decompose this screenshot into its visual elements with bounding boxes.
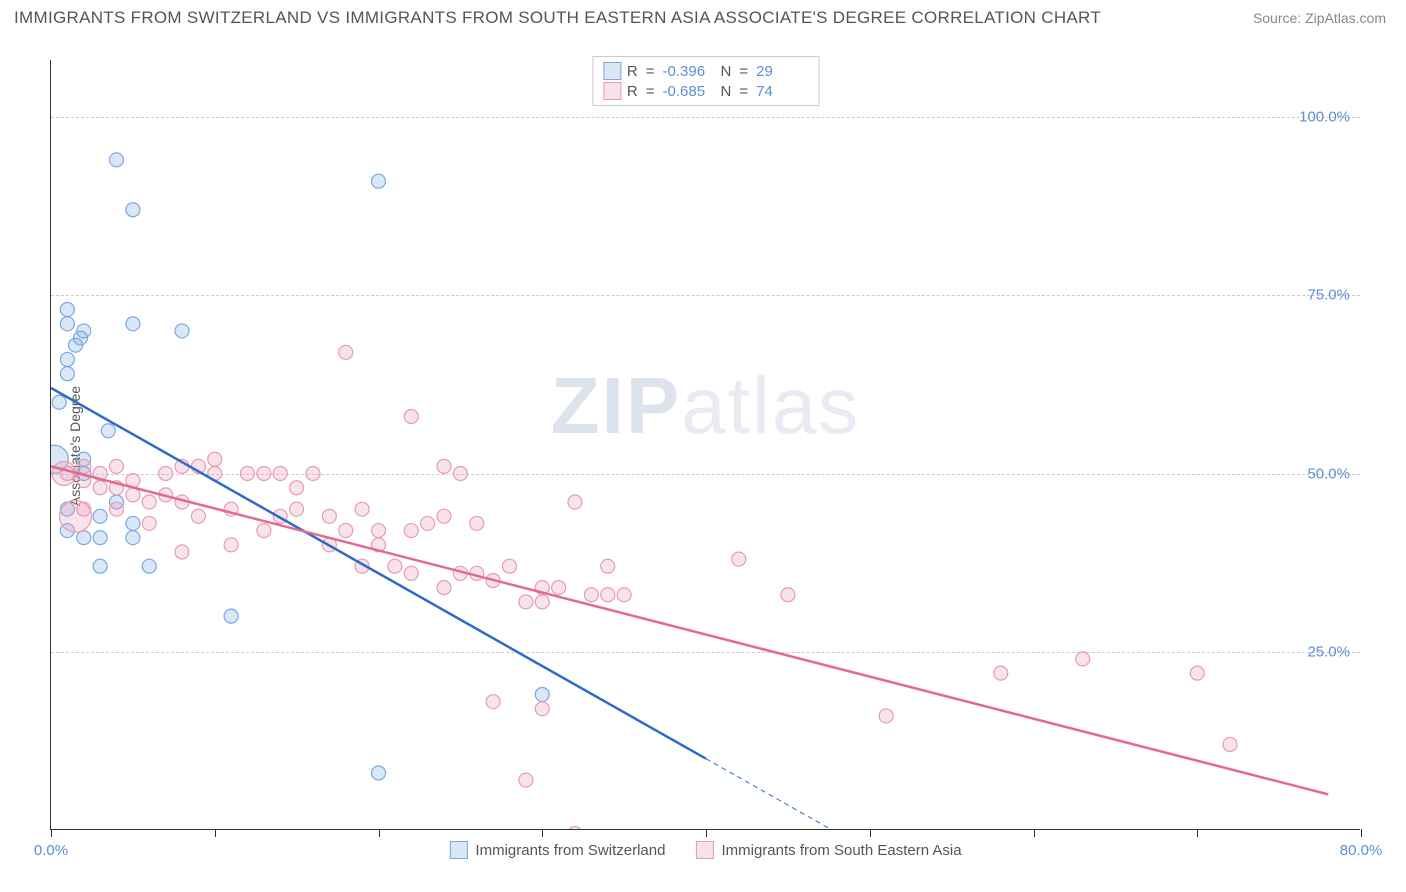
legend-correlation: R = -0.396 N = 29 R = -0.685 N = 74 xyxy=(592,56,819,106)
scatter-svg xyxy=(51,60,1360,829)
legend-eq: = xyxy=(646,63,655,80)
legend-eq: = xyxy=(739,63,748,80)
legend-n-val-0: 29 xyxy=(756,63,808,80)
legend-swatch-b1 xyxy=(695,841,713,859)
legend-eq: = xyxy=(646,83,655,100)
legend-swatch-1 xyxy=(603,82,621,100)
legend-r-label: R xyxy=(627,83,638,100)
legend-label-1: Immigrants from South Eastern Asia xyxy=(721,842,961,859)
chart-title: IMMIGRANTS FROM SWITZERLAND VS IMMIGRANT… xyxy=(14,8,1101,28)
legend-swatch-b0 xyxy=(449,841,467,859)
legend-r-label: R xyxy=(627,63,638,80)
chart-source: Source: ZipAtlas.com xyxy=(1253,10,1386,26)
chart-plot-area: ZIPatlas 25.0%50.0%75.0%100.0% 0.0%80.0%… xyxy=(50,60,1360,830)
legend-eq: = xyxy=(739,83,748,100)
legend-n-val-1: 74 xyxy=(756,83,808,100)
legend-row-1: R = -0.685 N = 74 xyxy=(603,81,808,101)
x-tick-label: 0.0% xyxy=(34,842,68,859)
legend-r-val-0: -0.396 xyxy=(663,63,715,80)
legend-swatch-0 xyxy=(603,62,621,80)
legend-r-val-1: -0.685 xyxy=(663,83,715,100)
legend-row-0: R = -0.396 N = 29 xyxy=(603,61,808,81)
legend-item-0: Immigrants from Switzerland xyxy=(449,841,665,859)
legend-n-label: N xyxy=(721,63,732,80)
legend-n-label: N xyxy=(721,83,732,100)
legend-label-0: Immigrants from Switzerland xyxy=(475,842,665,859)
legend-series: Immigrants from Switzerland Immigrants f… xyxy=(449,841,961,859)
x-tick-label: 80.0% xyxy=(1340,842,1383,859)
chart-header: IMMIGRANTS FROM SWITZERLAND VS IMMIGRANT… xyxy=(0,0,1406,32)
legend-item-1: Immigrants from South Eastern Asia xyxy=(695,841,961,859)
